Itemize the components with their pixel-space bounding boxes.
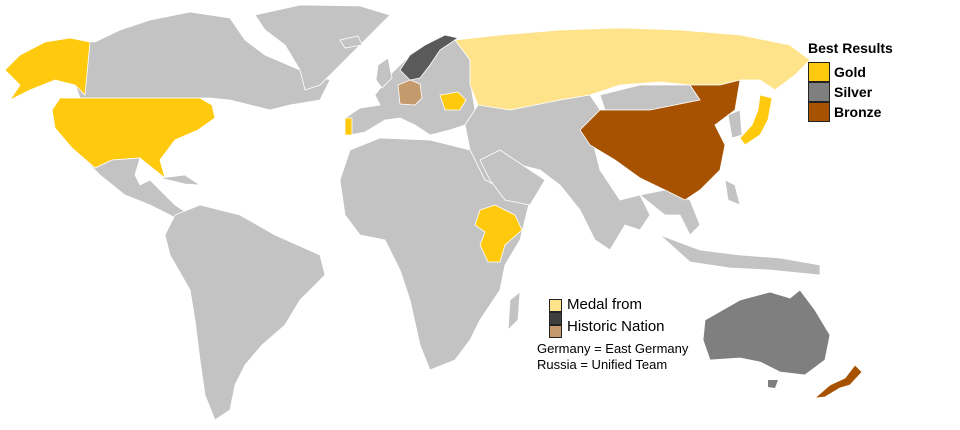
philippines[interactable]: [724, 179, 741, 206]
bronze-swatch: [808, 102, 830, 122]
legend-label: Gold: [834, 64, 866, 80]
greenland[interactable]: [254, 4, 391, 91]
historic-label-2: Historic Nation: [567, 318, 665, 335]
indonesia[interactable]: [659, 234, 821, 276]
legend-title: Best Results: [808, 40, 893, 56]
note-russia: Russia = Unified Team: [537, 357, 668, 372]
korea[interactable]: [727, 109, 743, 139]
madagascar[interactable]: [507, 291, 521, 332]
uk[interactable]: [375, 57, 393, 89]
alaska[interactable]: [4, 37, 91, 102]
legend-label: Bronze: [834, 104, 882, 120]
south-america[interactable]: [164, 204, 326, 421]
silver-swatch: [808, 82, 830, 102]
portugal[interactable]: [344, 117, 353, 136]
legend-item-bronze: Bronze: [808, 102, 893, 122]
historic-silver-swatch: [549, 312, 562, 325]
germany[interactable]: [397, 79, 423, 106]
china[interactable]: [579, 79, 741, 201]
mexico[interactable]: [71, 147, 191, 226]
historic-legend: Medal from Historic Nation: [549, 296, 665, 338]
iceland[interactable]: [339, 35, 363, 49]
romania[interactable]: [439, 91, 467, 111]
japan[interactable]: [739, 94, 773, 146]
best-results-legend: Best Results Gold Silver Bronze: [808, 40, 893, 122]
legend-label: Silver: [834, 84, 873, 100]
legend-item-silver: Silver: [808, 82, 893, 102]
usa[interactable]: [51, 97, 216, 180]
australia[interactable]: [702, 289, 831, 376]
cuba[interactable]: [159, 174, 202, 186]
gold-swatch: [808, 62, 830, 82]
africa[interactable]: [339, 137, 531, 371]
new-zealand[interactable]: [813, 364, 863, 399]
historic-label-1: Medal from: [567, 296, 643, 313]
arabia[interactable]: [479, 149, 546, 206]
note-germany: Germany = East Germany: [537, 341, 689, 356]
norway-sweden[interactable]: [399, 34, 459, 81]
legend-item-gold: Gold: [808, 62, 893, 82]
tasmania[interactable]: [768, 380, 778, 388]
historic-gold-swatch: [549, 299, 562, 312]
notes: Germany = East Germany Russia = Unified …: [537, 341, 688, 373]
ethiopia-kenya[interactable]: [474, 204, 523, 263]
historic-bronze-swatch: [549, 325, 562, 338]
